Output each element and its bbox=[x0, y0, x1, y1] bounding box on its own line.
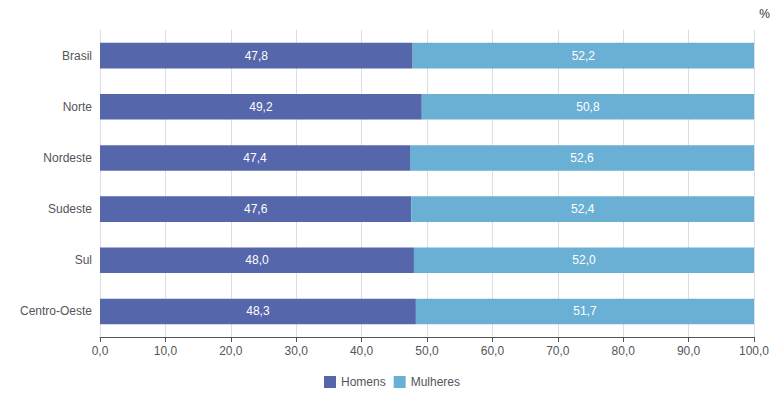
svg-text:50,0: 50,0 bbox=[415, 344, 439, 358]
svg-text:48,3: 48,3 bbox=[246, 304, 270, 318]
svg-text:49,2: 49,2 bbox=[249, 100, 273, 114]
svg-text:10,0: 10,0 bbox=[154, 344, 178, 358]
svg-text:20,0: 20,0 bbox=[219, 344, 243, 358]
svg-text:40,0: 40,0 bbox=[350, 344, 374, 358]
svg-text:Homens: Homens bbox=[341, 375, 386, 389]
svg-text:Brasil: Brasil bbox=[62, 49, 92, 63]
svg-text:52,4: 52,4 bbox=[571, 202, 595, 216]
svg-text:%: % bbox=[759, 7, 770, 21]
svg-text:0,0: 0,0 bbox=[92, 344, 109, 358]
svg-text:Mulheres: Mulheres bbox=[411, 375, 460, 389]
svg-text:47,6: 47,6 bbox=[244, 202, 268, 216]
svg-text:52,2: 52,2 bbox=[572, 49, 596, 63]
svg-text:47,8: 47,8 bbox=[245, 49, 269, 63]
svg-text:Sudeste: Sudeste bbox=[48, 202, 92, 216]
svg-text:48,0: 48,0 bbox=[245, 253, 269, 267]
svg-text:50,8: 50,8 bbox=[576, 100, 600, 114]
svg-text:Sul: Sul bbox=[75, 253, 92, 267]
svg-text:52,0: 52,0 bbox=[572, 253, 596, 267]
svg-text:52,6: 52,6 bbox=[570, 151, 594, 165]
svg-text:30,0: 30,0 bbox=[285, 344, 309, 358]
svg-text:90,0: 90,0 bbox=[677, 344, 701, 358]
svg-text:100,0: 100,0 bbox=[739, 344, 769, 358]
svg-text:47,4: 47,4 bbox=[243, 151, 267, 165]
svg-text:80,0: 80,0 bbox=[612, 344, 636, 358]
svg-text:51,7: 51,7 bbox=[573, 304, 597, 318]
svg-text:Norte: Norte bbox=[63, 100, 93, 114]
svg-text:70,0: 70,0 bbox=[546, 344, 570, 358]
svg-text:Centro-Oeste: Centro-Oeste bbox=[20, 304, 92, 318]
svg-text:Nordeste: Nordeste bbox=[43, 151, 92, 165]
svg-text:60,0: 60,0 bbox=[481, 344, 505, 358]
